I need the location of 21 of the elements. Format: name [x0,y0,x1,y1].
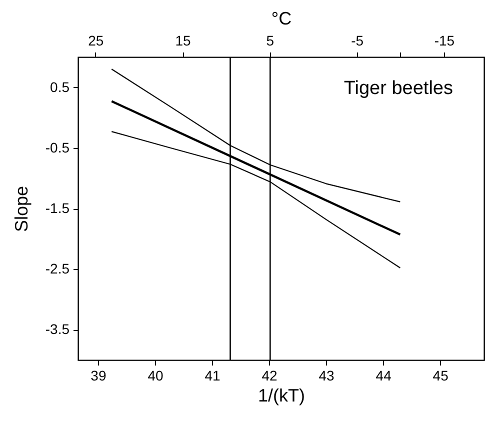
x-tick-label: 45 [432,368,449,384]
x2-tick-label: -5 [351,32,364,48]
x2-tick-label: 25 [88,32,104,48]
x2-tick-label: 5 [266,32,274,48]
x-tick-label: 40 [148,368,164,384]
y-tick-label: -0.5 [45,139,70,156]
x-tick-label: 39 [90,368,106,384]
y-tick-label: -2.5 [45,260,70,277]
y-tick-label: -1.5 [45,200,70,216]
x-tick-label: 43 [318,368,335,384]
x-tick-label: 42 [262,368,278,384]
annotation: Tiger beetles [344,78,453,99]
y-tick-label: -3.5 [45,321,70,338]
x2-tick-label: 15 [175,32,192,48]
x-tick-label: 41 [204,368,220,384]
x2-axis-title: °C [271,8,292,28]
x-tick-label: 44 [376,368,392,384]
x-axis-title: 1/(kT) [258,386,305,406]
y-axis-title: Slope [11,186,32,232]
y-tick-label: 0.5 [50,78,70,95]
x2-tick-label: -15 [434,32,455,48]
